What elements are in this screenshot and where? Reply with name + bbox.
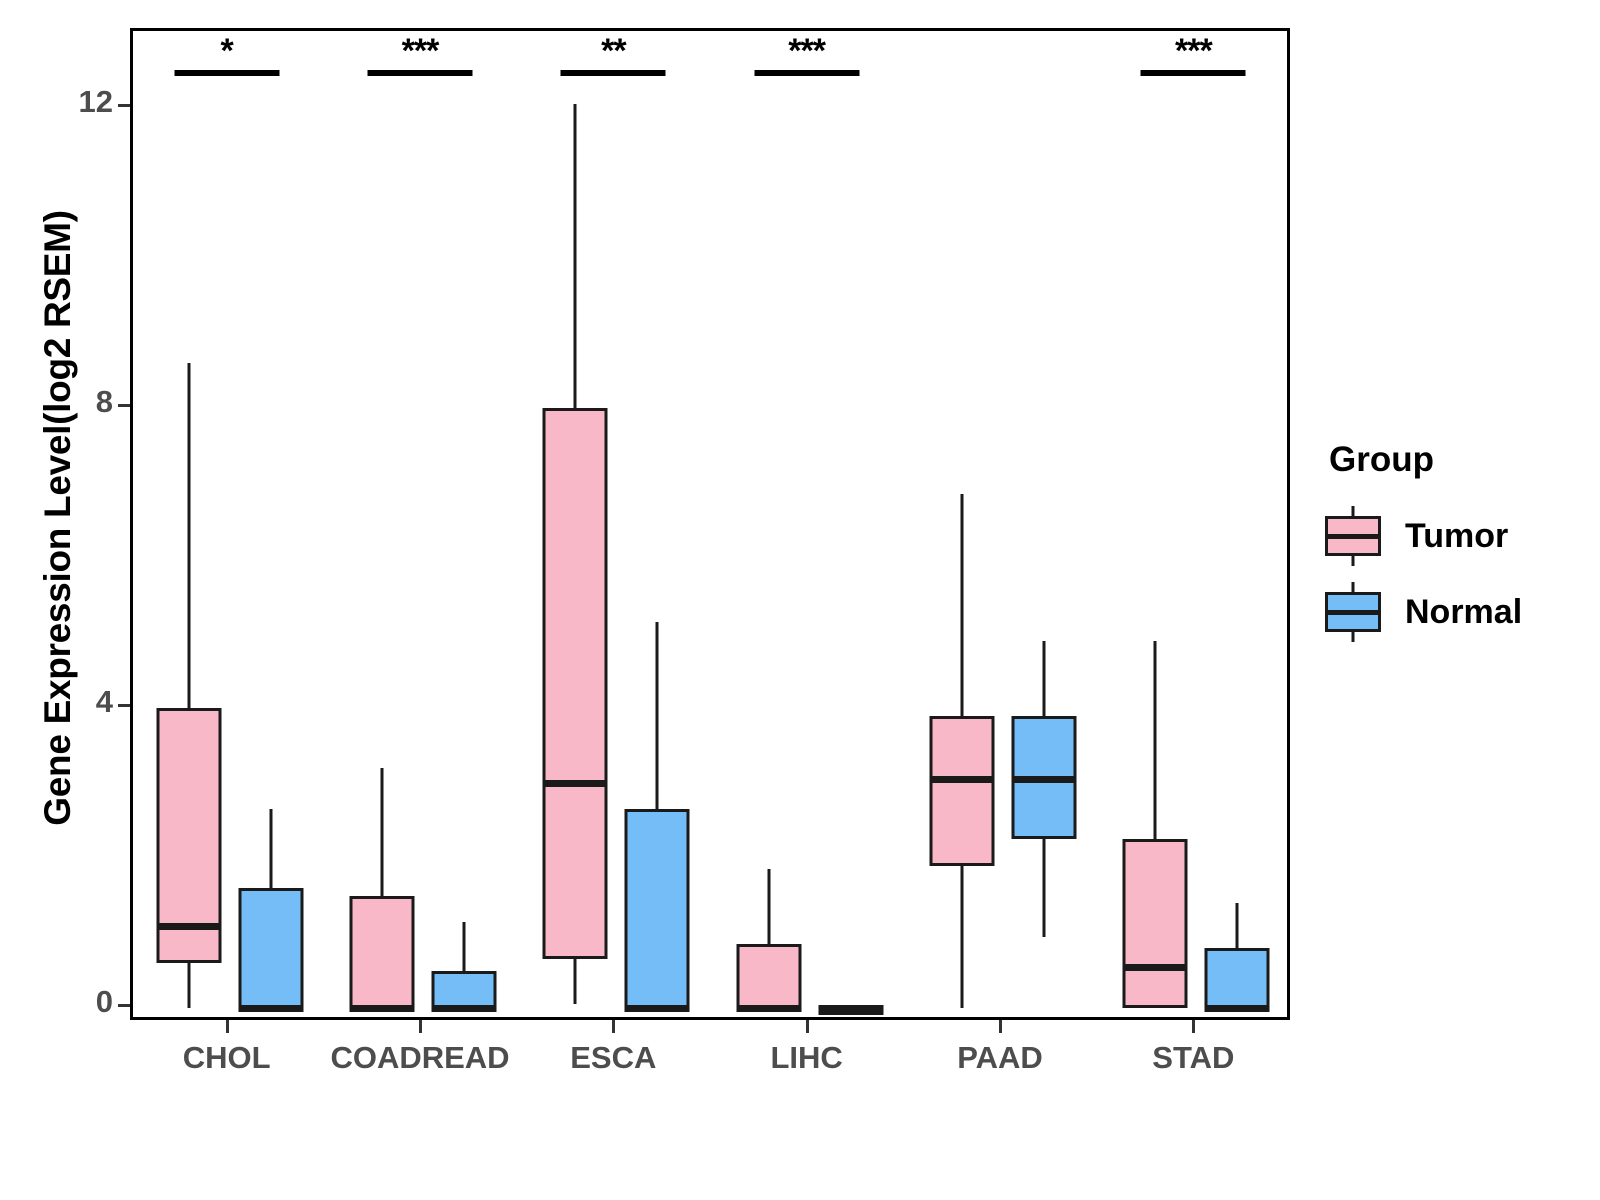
x-axis-tick-label-esca: ESCA <box>570 1040 657 1075</box>
x-axis-tick-label-lihc: LIHC <box>770 1040 843 1075</box>
legend-item-tumor[interactable]: Tumor <box>1325 504 1585 568</box>
paad-normal-median <box>1011 776 1077 784</box>
x-axis-tick <box>1192 1020 1196 1033</box>
esca-tumor-median <box>542 780 608 787</box>
y-axis-title: Gene Expression Level(log2 RSEM) <box>37 210 78 826</box>
x-axis-tick <box>419 1020 422 1033</box>
x-axis-tick <box>805 1020 809 1033</box>
chol-tumor-box[interactable] <box>156 708 222 963</box>
y-axis-tick <box>118 404 130 407</box>
stad-normal-median <box>1204 1005 1270 1012</box>
significance-label-stad: *** <box>1174 32 1213 70</box>
esca-normal-upper-whisker <box>655 621 659 810</box>
x-axis-tick <box>225 1020 229 1033</box>
lihc-tumor-upper-whisker <box>767 869 771 945</box>
coadread-tumor-median <box>349 1005 415 1012</box>
legend-key-normal <box>1325 582 1381 642</box>
esca-tumor-lower-whisker <box>573 959 577 1005</box>
x-axis-tick-label-coadread: COADREAD <box>330 1040 510 1075</box>
esca-normal-median <box>624 1005 690 1012</box>
esca-tumor-upper-whisker <box>573 104 577 408</box>
x-axis-tick <box>612 1020 616 1033</box>
coadread-normal-median <box>431 1005 497 1012</box>
chol-tumor-median <box>156 922 222 930</box>
significance-bar-stad <box>1140 70 1246 76</box>
y-axis-tick-label: 4 <box>95 684 113 719</box>
lihc-tumor-box[interactable] <box>736 944 802 1008</box>
significance-label-esca: ** <box>601 32 626 70</box>
legend-items: Tumor Normal <box>1325 504 1585 644</box>
lihc-tumor-median <box>736 1005 802 1012</box>
coadread-tumor-box[interactable] <box>349 895 415 1008</box>
paad-tumor-box[interactable] <box>929 715 995 866</box>
stad-normal-box[interactable] <box>1204 948 1270 1008</box>
legend-median-icon <box>1325 610 1381 615</box>
stad-tumor-box[interactable] <box>1122 839 1188 1008</box>
legend-item-normal[interactable]: Normal <box>1325 580 1585 644</box>
coadread-normal-box[interactable] <box>431 970 497 1008</box>
legend-key-tumor <box>1325 506 1381 566</box>
y-axis-tick <box>118 704 130 707</box>
chol-tumor-upper-whisker <box>187 363 191 708</box>
paad-tumor-upper-whisker <box>960 494 964 716</box>
legend-label: Normal <box>1405 592 1523 631</box>
x-axis-tick-label-paad: PAAD <box>957 1040 1043 1075</box>
significance-bar-esca <box>560 70 666 76</box>
legend-label: Tumor <box>1405 516 1509 555</box>
x-axis-tick <box>999 1020 1002 1033</box>
paad-tumor-lower-whisker <box>960 865 964 1008</box>
paad-tumor-median <box>929 776 995 784</box>
chol-normal-median <box>238 1005 304 1012</box>
y-axis-tick-label: 12 <box>78 84 113 119</box>
y-axis-tick-label: 0 <box>95 984 113 1019</box>
chol-normal-box[interactable] <box>238 888 304 1008</box>
significance-bar-chol <box>174 70 280 76</box>
legend: Group Tumor Normal <box>1325 440 1585 656</box>
plot-panel <box>130 28 1290 1020</box>
significance-label-chol: * <box>220 32 234 70</box>
legend-median-icon <box>1325 534 1381 539</box>
significance-label-lihc: *** <box>788 32 826 70</box>
y-axis-tick-label: 8 <box>95 384 113 419</box>
paad-normal-lower-whisker <box>1042 839 1046 937</box>
chol-tumor-lower-whisker <box>187 963 191 1008</box>
x-axis-tick-label-stad: STAD <box>1152 1040 1235 1075</box>
y-axis-tick <box>118 1004 130 1007</box>
stad-normal-upper-whisker <box>1235 903 1239 948</box>
coadread-normal-upper-whisker <box>462 921 466 971</box>
chol-normal-upper-whisker <box>269 809 273 888</box>
stad-tumor-median <box>1122 963 1188 971</box>
significance-label-coadread: *** <box>401 32 440 70</box>
x-axis-tick-label-chol: CHOL <box>182 1040 271 1075</box>
significance-bar-lihc <box>754 70 860 76</box>
significance-bar-coadread <box>367 70 473 76</box>
lihc-normal-median <box>818 1005 884 1012</box>
y-axis-tick <box>118 104 130 107</box>
esca-normal-box[interactable] <box>624 809 690 1008</box>
plot-area <box>133 31 1287 1017</box>
esca-tumor-box[interactable] <box>542 408 608 960</box>
stad-tumor-upper-whisker <box>1153 640 1157 840</box>
legend-title: Group <box>1329 440 1434 479</box>
coadread-tumor-upper-whisker <box>380 768 384 896</box>
paad-normal-upper-whisker <box>1042 640 1046 716</box>
